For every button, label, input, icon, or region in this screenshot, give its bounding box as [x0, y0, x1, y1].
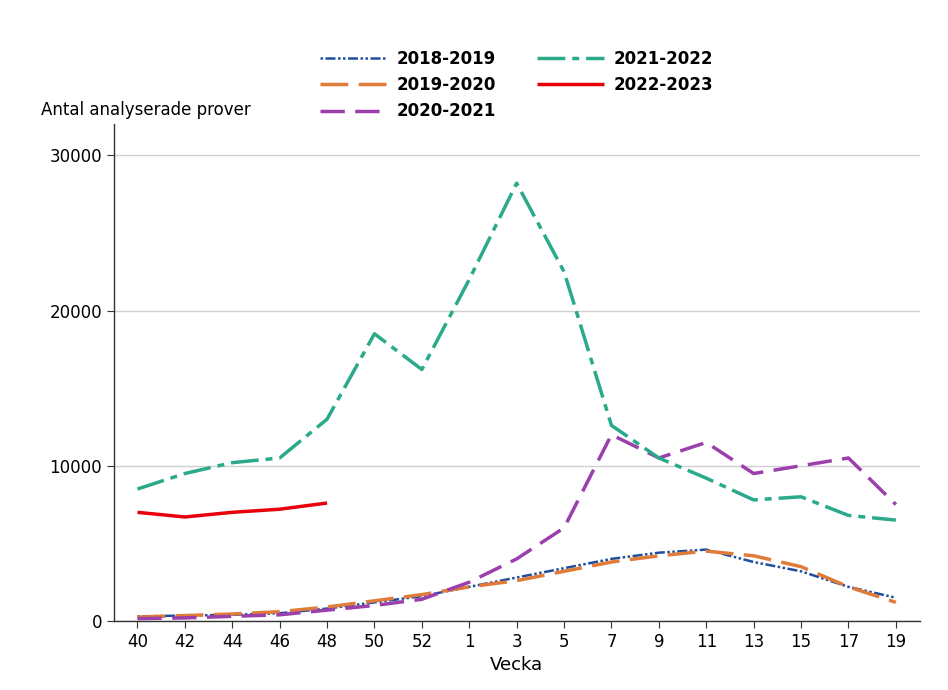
Line: 2018-2019: 2018-2019 [137, 549, 896, 616]
2020-2021 [416, 595, 428, 603]
2019-2020 [179, 611, 191, 620]
2018-2019 [464, 582, 475, 591]
2021-2022 [179, 469, 191, 477]
2021-2022 [321, 415, 333, 423]
2020-2021 [701, 438, 712, 446]
2021-2022 [653, 454, 665, 462]
2021-2022 [748, 495, 759, 504]
2019-2020 [795, 562, 807, 571]
2018-2019 [558, 564, 570, 573]
2021-2022 [890, 516, 902, 524]
2020-2021 [321, 606, 333, 614]
2020-2021 [843, 454, 854, 462]
2022-2023 [132, 508, 143, 516]
2021-2022 [227, 459, 238, 467]
2018-2019 [274, 609, 285, 618]
Line: 2019-2020: 2019-2020 [137, 551, 896, 617]
Line: 2020-2021: 2020-2021 [137, 435, 896, 619]
2019-2020 [132, 613, 143, 621]
2021-2022 [843, 511, 854, 520]
2020-2021 [132, 615, 143, 623]
2021-2022 [132, 485, 143, 493]
2021-2022 [558, 268, 570, 276]
2021-2022 [795, 493, 807, 501]
2022-2023 [274, 505, 285, 513]
2018-2019 [416, 592, 428, 600]
2018-2019 [179, 611, 191, 620]
2021-2022 [369, 330, 380, 338]
2019-2020 [606, 558, 617, 566]
2018-2019 [369, 598, 380, 607]
2020-2021 [227, 612, 238, 620]
2018-2019 [511, 573, 522, 582]
2021-2022 [464, 275, 475, 284]
2018-2019 [321, 604, 333, 613]
2022-2023 [227, 508, 238, 516]
2018-2019 [843, 582, 854, 591]
2019-2020 [274, 608, 285, 616]
Text: Antal analyserade prover: Antal analyserade prover [42, 101, 251, 119]
2020-2021 [179, 614, 191, 622]
2020-2021 [795, 462, 807, 470]
2019-2020 [653, 552, 665, 560]
2021-2022 [511, 179, 522, 188]
2019-2020 [843, 582, 854, 591]
2018-2019 [606, 555, 617, 563]
2018-2019 [748, 558, 759, 566]
2021-2022 [416, 366, 428, 374]
2019-2020 [701, 547, 712, 555]
2019-2020 [890, 598, 902, 607]
2019-2020 [369, 597, 380, 605]
2021-2022 [606, 421, 617, 429]
2019-2020 [748, 552, 759, 560]
2019-2020 [416, 591, 428, 599]
2020-2021 [511, 555, 522, 563]
2020-2021 [653, 454, 665, 462]
2020-2021 [748, 469, 759, 477]
2020-2021 [606, 431, 617, 439]
2018-2019 [227, 611, 238, 619]
X-axis label: Vecka: Vecka [490, 656, 543, 674]
2019-2020 [511, 577, 522, 585]
2020-2021 [274, 611, 285, 619]
2021-2022 [701, 474, 712, 482]
Line: 2022-2023: 2022-2023 [137, 503, 327, 517]
2019-2020 [321, 603, 333, 611]
2020-2021 [369, 602, 380, 610]
2022-2023 [321, 499, 333, 507]
2019-2020 [227, 610, 238, 618]
2022-2023 [179, 513, 191, 521]
Legend: 2018-2019, 2019-2020, 2020-2021, 2021-2022, 2022-2023: 2018-2019, 2019-2020, 2020-2021, 2021-20… [313, 43, 720, 127]
2019-2020 [558, 567, 570, 575]
2020-2021 [558, 524, 570, 532]
2019-2020 [464, 582, 475, 591]
Line: 2021-2022: 2021-2022 [137, 184, 896, 520]
2021-2022 [274, 454, 285, 462]
2018-2019 [795, 567, 807, 575]
2018-2019 [890, 593, 902, 602]
2018-2019 [132, 612, 143, 620]
2020-2021 [464, 578, 475, 586]
2020-2021 [890, 500, 902, 509]
2018-2019 [653, 549, 665, 557]
2018-2019 [701, 545, 712, 553]
